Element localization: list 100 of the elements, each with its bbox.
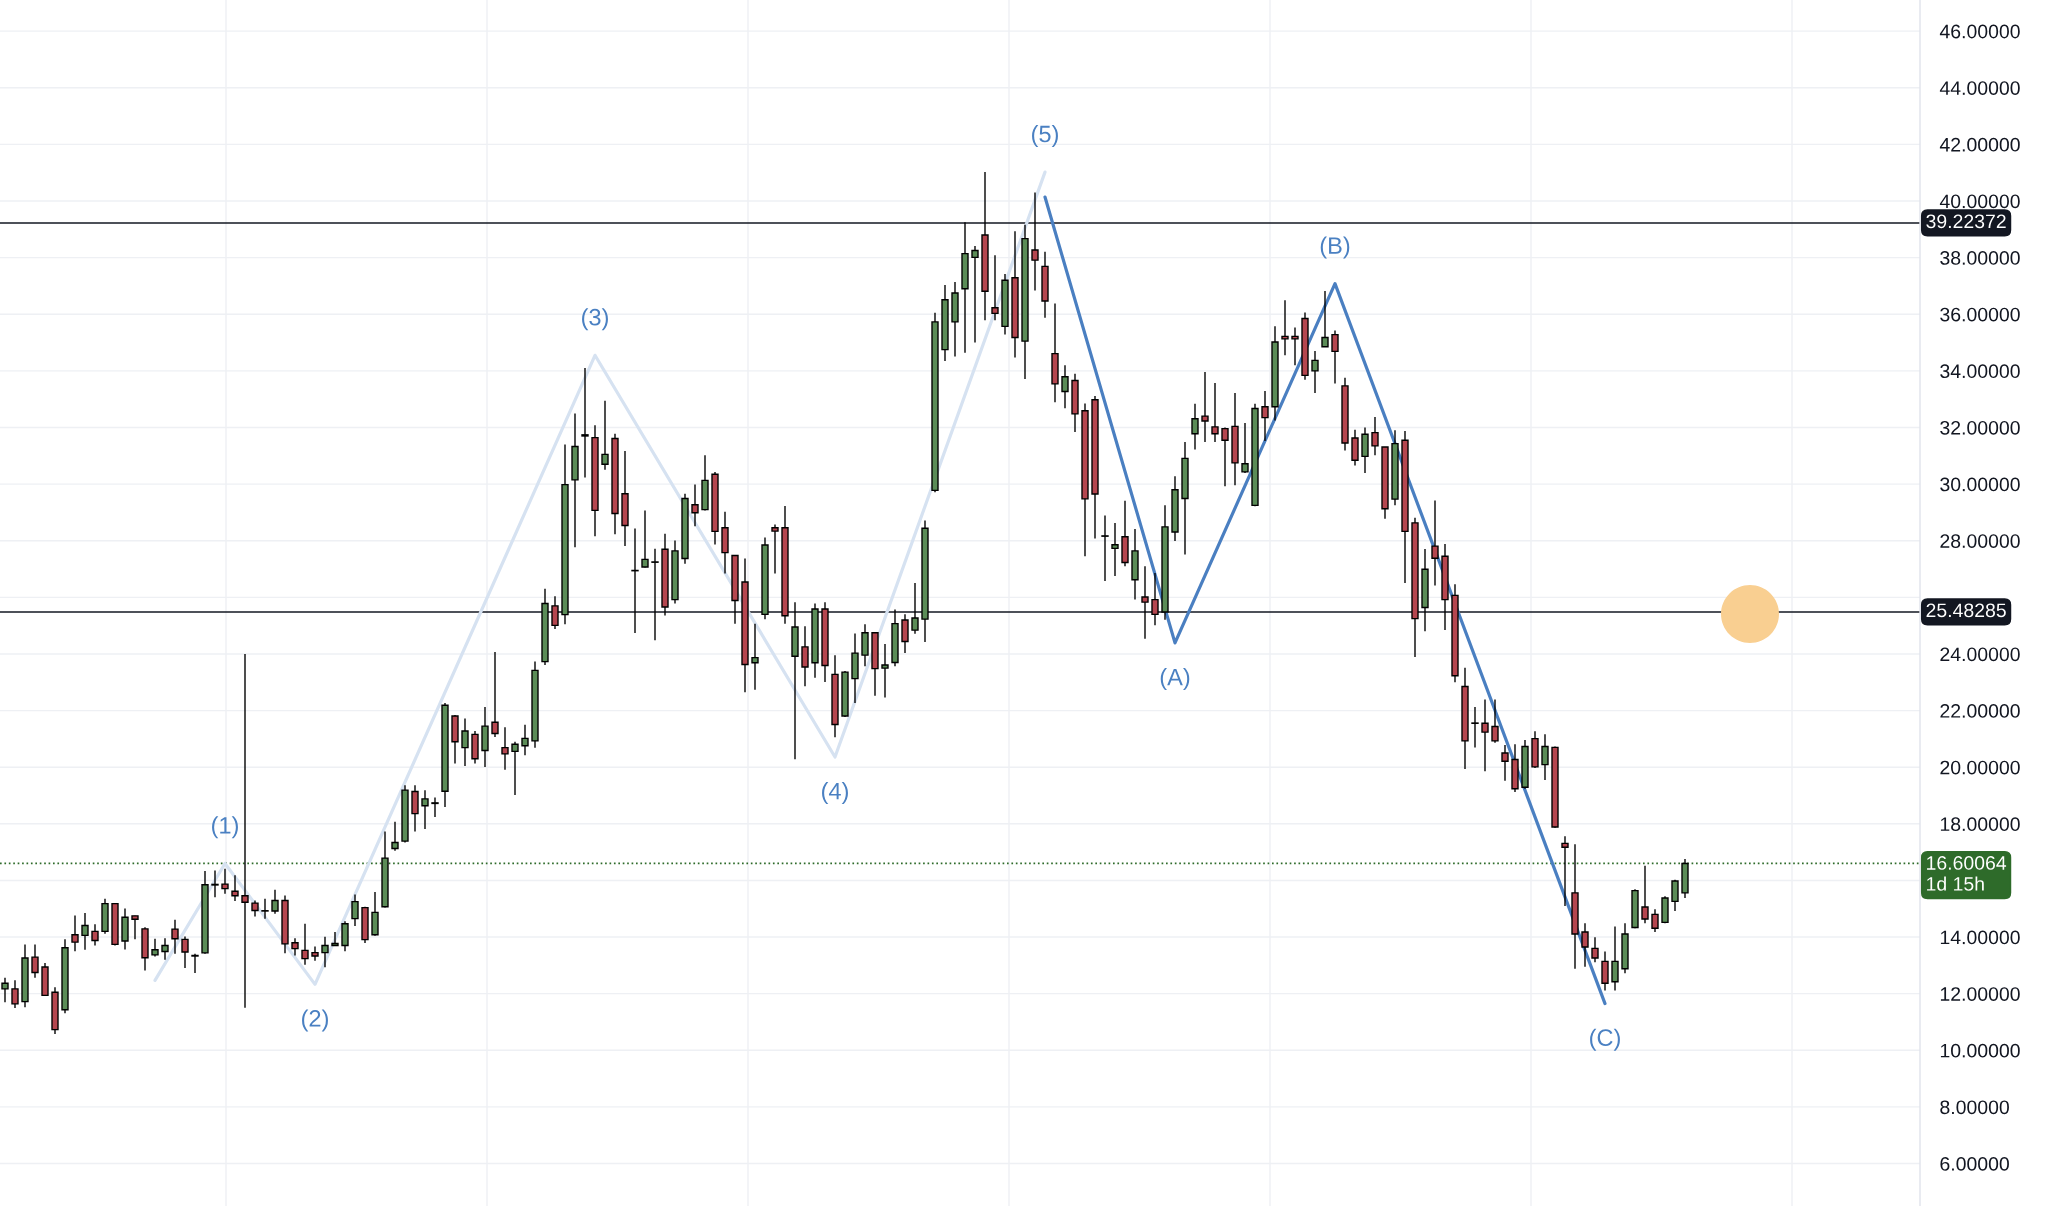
annotation: (3) <box>582 308 608 331</box>
y-tick-label: 40.00000 <box>1939 194 2020 209</box>
candlestick <box>1611 925 1619 992</box>
candlestick <box>351 893 359 927</box>
candlestick <box>1061 364 1069 409</box>
y-tick-label: 32.00000 <box>1940 420 2020 435</box>
candlestick <box>371 891 379 937</box>
candlestick <box>231 874 239 902</box>
y-tick-label: 38.00000 <box>1940 251 2020 265</box>
ref-line-label: 39.22372 <box>1926 214 2006 229</box>
candlestick <box>331 931 339 947</box>
annotation: (2) <box>302 1009 328 1032</box>
candlestick <box>1211 382 1219 443</box>
candlestick <box>1431 499 1439 587</box>
candlestick <box>551 595 559 630</box>
candlestick <box>31 943 39 979</box>
candlestick <box>1151 572 1159 627</box>
candlestick <box>301 923 309 966</box>
candlestick <box>861 623 869 667</box>
candlestick <box>901 613 909 654</box>
candlestick <box>221 868 229 895</box>
candlestick <box>1281 299 1289 356</box>
y-tick-label: 10.00000 <box>1940 1043 2020 1058</box>
candlestick <box>461 717 469 767</box>
candlestick <box>11 979 19 1009</box>
candlestick <box>1241 422 1249 474</box>
y-tick-label: 44.00000 <box>1939 81 2020 95</box>
annotation: (A) <box>1160 668 1190 691</box>
candlestick <box>1101 514 1109 582</box>
candlestick <box>391 821 399 852</box>
candlestick <box>1331 329 1339 385</box>
candlestick <box>651 547 659 642</box>
annotation: (5) <box>1032 125 1058 148</box>
candlestick <box>521 724 529 757</box>
y-tick-label: 24.00000 <box>1940 647 2020 662</box>
candlestick <box>1481 698 1489 772</box>
candlestick <box>1351 429 1359 467</box>
y-tick-label: 30.00000 <box>1940 477 2020 492</box>
candlestick <box>801 625 809 687</box>
candlestick <box>1 977 9 1003</box>
y-tick-label: 6.00000 <box>1940 1157 2009 1171</box>
candlestick <box>1111 522 1119 577</box>
annotation: (1) <box>212 816 238 839</box>
candlestick <box>1581 922 1589 968</box>
candlestick <box>1651 908 1659 933</box>
candlestick <box>171 919 179 955</box>
candlestick <box>161 937 169 961</box>
annotation: (C) <box>1590 1028 1620 1051</box>
candlestick <box>1641 865 1649 924</box>
candlestick <box>1291 326 1299 366</box>
candlestick <box>1591 936 1599 963</box>
y-tick-label: 18.00000 <box>1940 817 2020 832</box>
candlestick <box>511 741 519 796</box>
candlestick <box>341 920 349 952</box>
candlestick <box>751 622 759 691</box>
candlestick <box>1601 950 1609 992</box>
candlestick <box>501 726 509 771</box>
y-tick-label: 14.00000 <box>1940 930 2020 945</box>
y-tick-label: 22.00000 <box>1940 704 2020 718</box>
candlestick <box>1371 416 1379 456</box>
candlestick <box>211 869 219 898</box>
candlestick <box>691 483 699 527</box>
y-tick-label: 12.00000 <box>1940 987 2020 1001</box>
candlestick <box>411 784 419 833</box>
candlestick <box>641 509 649 569</box>
y-tick-label: 46.00000 <box>1939 24 2020 39</box>
candlestick <box>1141 565 1149 640</box>
candlestick <box>241 653 249 1009</box>
ref-line-label: 25.48285 <box>1926 603 2006 618</box>
line-series <box>153 170 1047 986</box>
candlestick <box>601 400 609 471</box>
candlestick <box>1221 426 1229 488</box>
candlestick <box>1561 835 1569 907</box>
ref-line-label: 16.60064 1d 15h <box>1927 856 2007 891</box>
candlestick <box>1671 879 1679 912</box>
candlestick <box>181 935 189 969</box>
candlestick <box>271 889 279 915</box>
candlestick <box>121 907 129 951</box>
candlestick <box>1471 706 1479 749</box>
y-tick-label: 34.00000 <box>1940 364 2020 379</box>
candlestick <box>1201 371 1209 443</box>
candlestick <box>91 923 99 947</box>
candlestick <box>881 643 889 699</box>
candlestick <box>191 953 199 974</box>
candlestick <box>311 945 319 962</box>
candlestick <box>1191 403 1199 451</box>
candlestick <box>131 915 139 941</box>
candlestick <box>1261 390 1269 442</box>
y-tick-label: 8.00000 <box>1940 1100 2009 1115</box>
y-tick-label: 42.00000 <box>1939 137 2020 152</box>
candlestick <box>1491 698 1499 744</box>
candlestick <box>971 245 979 344</box>
candlestick <box>1541 733 1549 781</box>
candlestick <box>771 523 779 575</box>
candlestick <box>1501 744 1509 782</box>
candlestick <box>1311 350 1319 394</box>
y-tick-label: 20.00000 <box>1940 760 2020 775</box>
candlestick <box>71 914 79 952</box>
candlestick <box>991 254 999 321</box>
candlestick <box>1031 191 1039 292</box>
